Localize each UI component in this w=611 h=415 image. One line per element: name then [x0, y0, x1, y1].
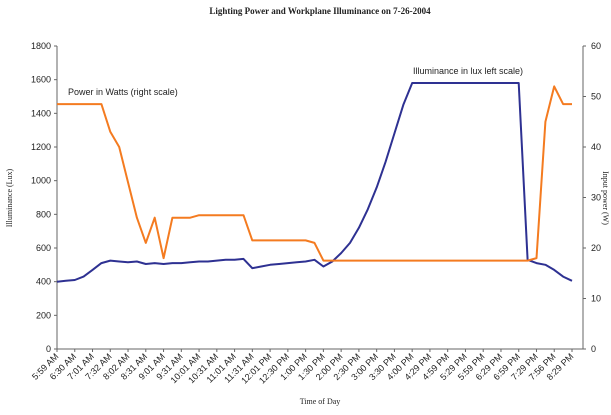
y-tick-label: 200 [36, 310, 51, 320]
y2-tick-label: 60 [591, 41, 601, 51]
series-line [57, 85, 572, 262]
y-tick-label: 1200 [31, 142, 51, 152]
y-tick-label: 1000 [31, 176, 51, 186]
series-line [56, 82, 573, 283]
y-tick-label: 0 [46, 344, 51, 354]
y2-tick-label: 20 [591, 243, 601, 253]
y-tick-label: 400 [36, 277, 51, 287]
y-tick-label: 800 [36, 209, 51, 219]
y2-tick-label: 10 [591, 294, 601, 304]
series-label: Illuminance in lux left scale) [413, 66, 523, 76]
y-tick-label: 600 [36, 243, 51, 253]
y-tick-label: 1600 [31, 75, 51, 85]
y2-tick-label: 0 [591, 344, 596, 354]
y-tick-label: 1800 [31, 41, 51, 51]
series-label: Power in Watts (right scale) [68, 87, 178, 97]
y2-tick-label: 50 [591, 92, 601, 102]
y2-axis-title: Input power (W) [601, 171, 610, 225]
y-axis-title: Illuminance (Lux) [5, 168, 14, 227]
y2-tick-label: 30 [591, 193, 601, 203]
chart-title: Lighting Power and Workplane Illuminance… [209, 6, 431, 16]
y-tick-label: 1400 [31, 108, 51, 118]
y2-tick-label: 40 [591, 142, 601, 152]
x-axis-title: Time of Day [300, 397, 341, 406]
